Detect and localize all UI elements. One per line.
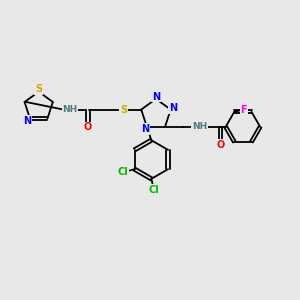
- Text: NH: NH: [192, 122, 207, 131]
- Text: O: O: [217, 140, 225, 150]
- Text: O: O: [84, 122, 92, 132]
- Text: S: S: [35, 84, 42, 94]
- Text: Cl: Cl: [118, 167, 129, 177]
- Text: S: S: [120, 105, 127, 115]
- Text: N: N: [23, 116, 32, 126]
- Text: NH: NH: [62, 105, 77, 114]
- Text: F: F: [241, 105, 247, 115]
- Text: N: N: [169, 103, 177, 113]
- Text: N: N: [141, 124, 149, 134]
- Text: Cl: Cl: [148, 185, 159, 195]
- Text: N: N: [152, 92, 160, 101]
